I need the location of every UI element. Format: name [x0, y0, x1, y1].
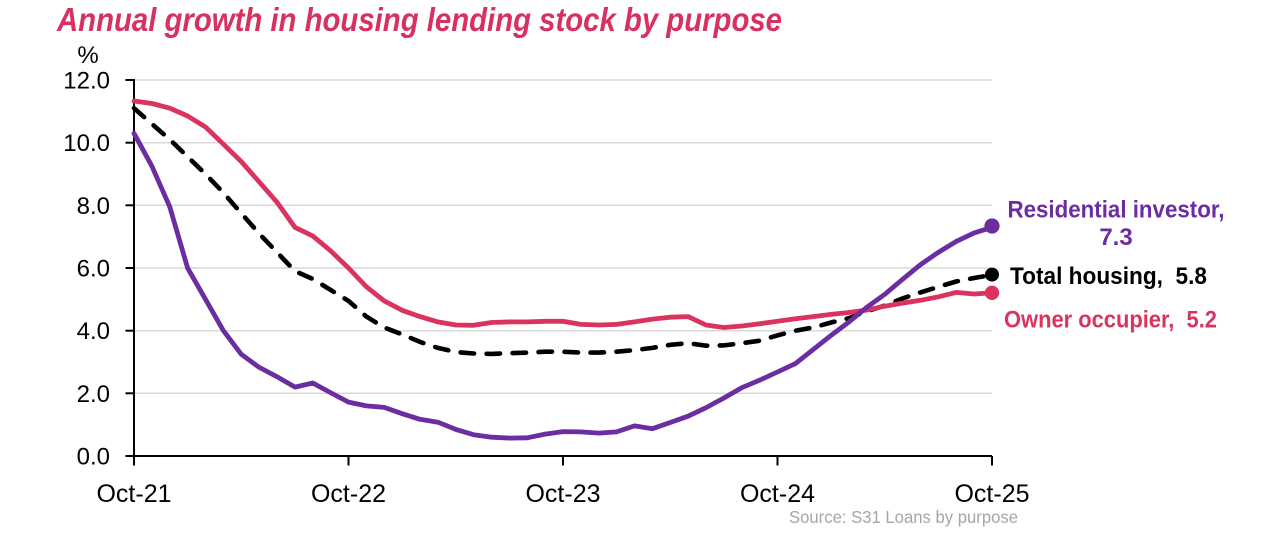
svg-text:Owner occupier, 5.2: Owner occupier, 5.2	[1004, 307, 1217, 334]
svg-text:8.0: 8.0	[77, 193, 110, 220]
svg-text:%: %	[77, 42, 98, 69]
svg-text:Oct-22: Oct-22	[311, 480, 386, 508]
svg-text:2.0: 2.0	[77, 381, 110, 408]
svg-text:Oct-25: Oct-25	[954, 480, 1029, 508]
svg-text:10.0: 10.0	[63, 130, 110, 157]
svg-text:Oct-24: Oct-24	[740, 480, 815, 508]
svg-text:7.3: 7.3	[1099, 224, 1132, 251]
svg-text:Source: S31 Loans by purpose: Source: S31 Loans by purpose	[789, 507, 1018, 527]
svg-text:Annual growth in housing lendi: Annual growth in housing lending stock b…	[56, 1, 782, 38]
svg-text:Oct-21: Oct-21	[96, 480, 171, 508]
svg-text:0.0: 0.0	[77, 444, 110, 471]
svg-text:12.0: 12.0	[63, 68, 110, 95]
svg-text:Total housing, 5.8: Total housing, 5.8	[1010, 263, 1207, 290]
svg-text:Residential investor,: Residential investor,	[1008, 197, 1225, 224]
svg-text:Oct-23: Oct-23	[525, 480, 600, 508]
svg-text:4.0: 4.0	[77, 318, 110, 345]
svg-text:6.0: 6.0	[77, 256, 110, 283]
